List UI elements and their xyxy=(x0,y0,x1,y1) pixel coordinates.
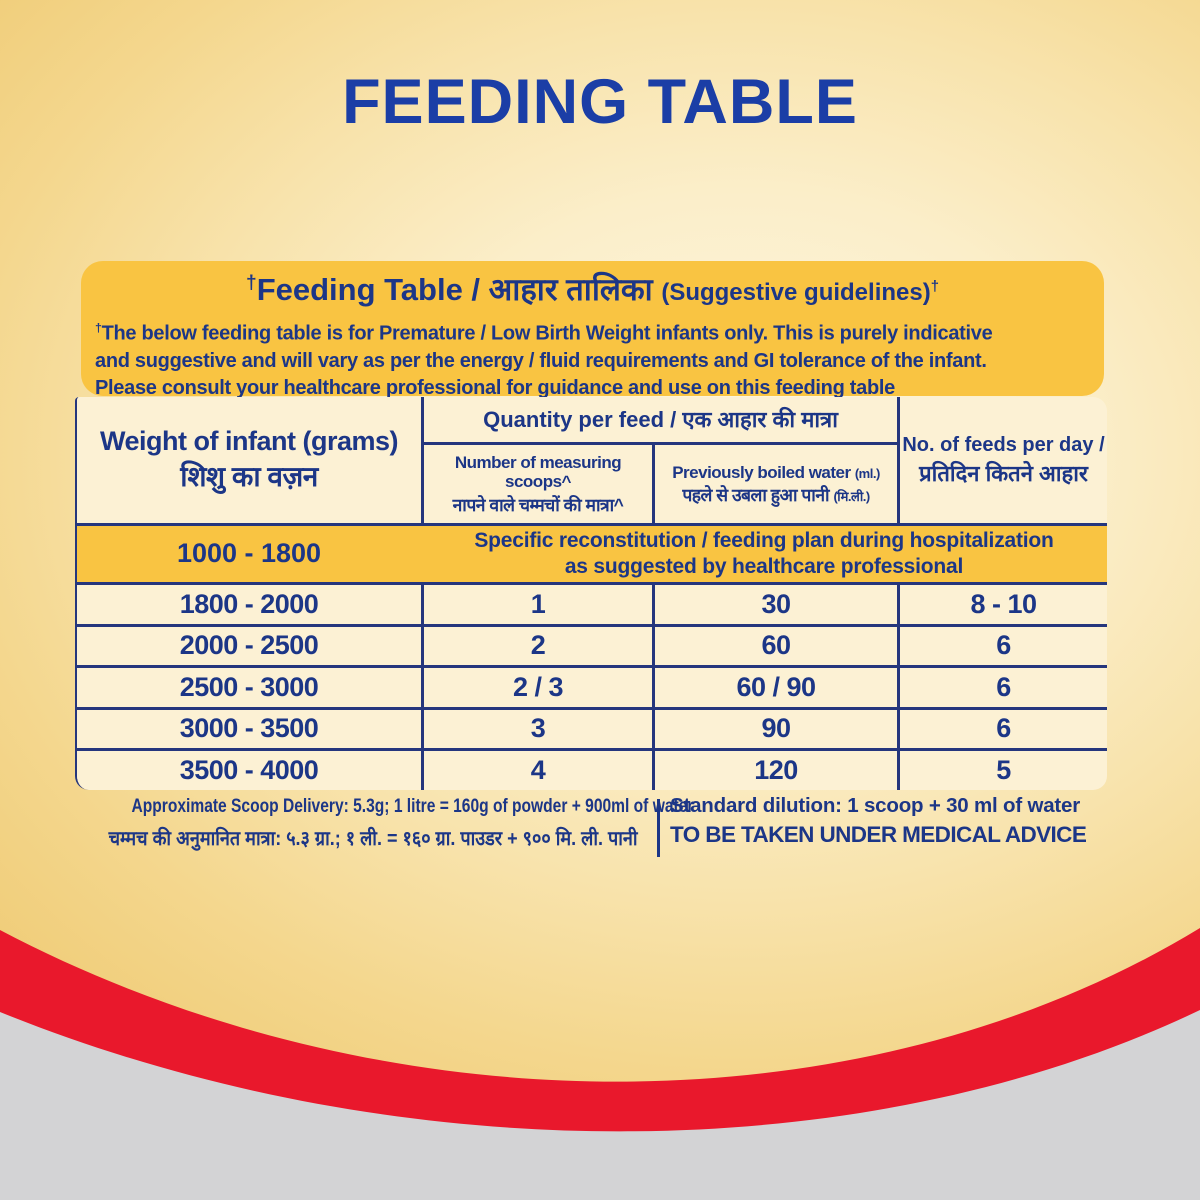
gray-area xyxy=(0,1010,1200,1200)
table-cell-feeds: 6 xyxy=(897,706,1107,748)
intro-paragraph-line2: and suggestive and will vary as per the … xyxy=(95,349,987,372)
special-row-note-line2: as suggested by healthcare professional xyxy=(564,555,964,578)
table-cell-feeds: 6 xyxy=(897,665,1107,707)
header-feeds-hi: प्रतिदिन कितने आहार xyxy=(919,460,1088,486)
intro-paragraph-line1: †The below feeding table is for Prematur… xyxy=(95,321,993,345)
table-cell-scoops: 4 xyxy=(421,748,652,790)
intro-paragraph-line3: Please consult your healthcare professio… xyxy=(95,376,895,399)
intro-title-hi: आहार तालिका xyxy=(488,272,662,307)
header-water-en: Previously boiled water (ml.) xyxy=(672,462,880,482)
table-cell-water: 90 xyxy=(652,706,897,748)
intro-paragraph: †The below feeding table is for Prematur… xyxy=(95,315,1090,402)
footnote-medical-advice-text: TO BE TAKEN UNDER MEDICAL ADVICE xyxy=(670,822,1087,847)
header-water: Previously boiled water (ml.) पहले से उब… xyxy=(652,445,897,523)
table-cell-feeds: 5 xyxy=(897,748,1107,790)
table-cell-scoops: 2 / 3 xyxy=(421,665,652,707)
paragraph-dagger: † xyxy=(95,321,102,335)
footnote-divider xyxy=(657,799,660,857)
table-cell-scoops: 1 xyxy=(421,582,652,624)
header-scoops-en: Number of measuring scoops^ xyxy=(454,452,622,492)
header-feeds-en: No. of feeds per day / xyxy=(902,433,1105,456)
intro-title-suffix: (Suggestive guidelines) xyxy=(661,279,931,306)
table-cell-scoops: 3 xyxy=(421,706,652,748)
header-water-hi-unit: (मि.ली.) xyxy=(833,489,870,505)
header-water-hi: पहले से उबला हुआ पानी (मि.ली.) xyxy=(682,485,870,506)
dagger-right: † xyxy=(930,279,939,295)
table-cell-weight: 2000 - 2500 xyxy=(77,623,421,665)
table-cell-weight: 3500 - 4000 xyxy=(77,748,421,790)
special-row-weight: 1000 - 1800 xyxy=(77,523,421,582)
special-row-note: Specific reconstitution / feeding plan d… xyxy=(421,523,1107,582)
footnote-scoop-delivery: Approximate Scoop Delivery: 5.3g; 1 litr… xyxy=(80,796,694,851)
footnote-standard-dilution: Standard dilution: 1 scoop + 30 ml of wa… xyxy=(670,794,1108,848)
header-weight: Weight of infant (grams) शिशु का वज़न xyxy=(77,397,421,523)
intro-title-en: Feeding Table / xyxy=(256,272,489,307)
special-row-note-line1: Specific reconstitution / feeding plan d… xyxy=(474,528,1054,552)
header-scoops: Number of measuring scoops^ नापने वाले च… xyxy=(421,445,652,523)
header-water-en-unit: (ml.) xyxy=(854,465,880,481)
intro-title: †Feeding Table / आहार तालिका (Suggestive… xyxy=(95,268,1090,310)
bottom-curve-decoration xyxy=(0,928,1200,1200)
header-weight-hi: शिशु का वज़न xyxy=(180,461,318,493)
feeding-table: Weight of infant (grams) शिशु का वज़न Qu… xyxy=(75,397,1107,790)
footnote-scoop-delivery-en: Approximate Scoop Delivery: 5.3g; 1 litr… xyxy=(131,796,694,817)
header-quantity-per-feed: Quantity per feed / एक आहार की मात्रा xyxy=(421,397,897,445)
table-cell-water: 60 xyxy=(652,623,897,665)
footnote-standard-dilution-text: Standard dilution: 1 scoop + 30 ml of wa… xyxy=(670,794,1081,817)
page-title: FEEDING TABLE xyxy=(342,67,858,137)
table-cell-water: 30 xyxy=(652,582,897,624)
table-cell-feeds: 8 - 10 xyxy=(897,582,1107,624)
table-cell-weight: 1800 - 2000 xyxy=(77,582,421,624)
table-cell-water: 60 / 90 xyxy=(652,665,897,707)
intro-box: †Feeding Table / आहार तालिका (Suggestive… xyxy=(81,261,1104,399)
table-cell-weight: 3000 - 3500 xyxy=(77,706,421,748)
header-scoops-hi: नापने वाले चम्मचों की मात्रा^ xyxy=(452,494,624,515)
table-cell-weight: 2500 - 3000 xyxy=(77,665,421,707)
header-weight-en: Weight of infant (grams) xyxy=(100,426,399,457)
table-cell-water: 120 xyxy=(652,748,897,790)
dagger-left: † xyxy=(246,272,257,294)
table-cell-feeds: 6 xyxy=(897,623,1107,665)
footnote-scoop-delivery-hi: चम्मच की अनुमानित मात्रा: ५.३ ग्रा.; १ ल… xyxy=(108,828,638,850)
table-cell-scoops: 2 xyxy=(421,623,652,665)
header-feeds-per-day: No. of feeds per day / प्रतिदिन कितने आह… xyxy=(897,397,1107,523)
